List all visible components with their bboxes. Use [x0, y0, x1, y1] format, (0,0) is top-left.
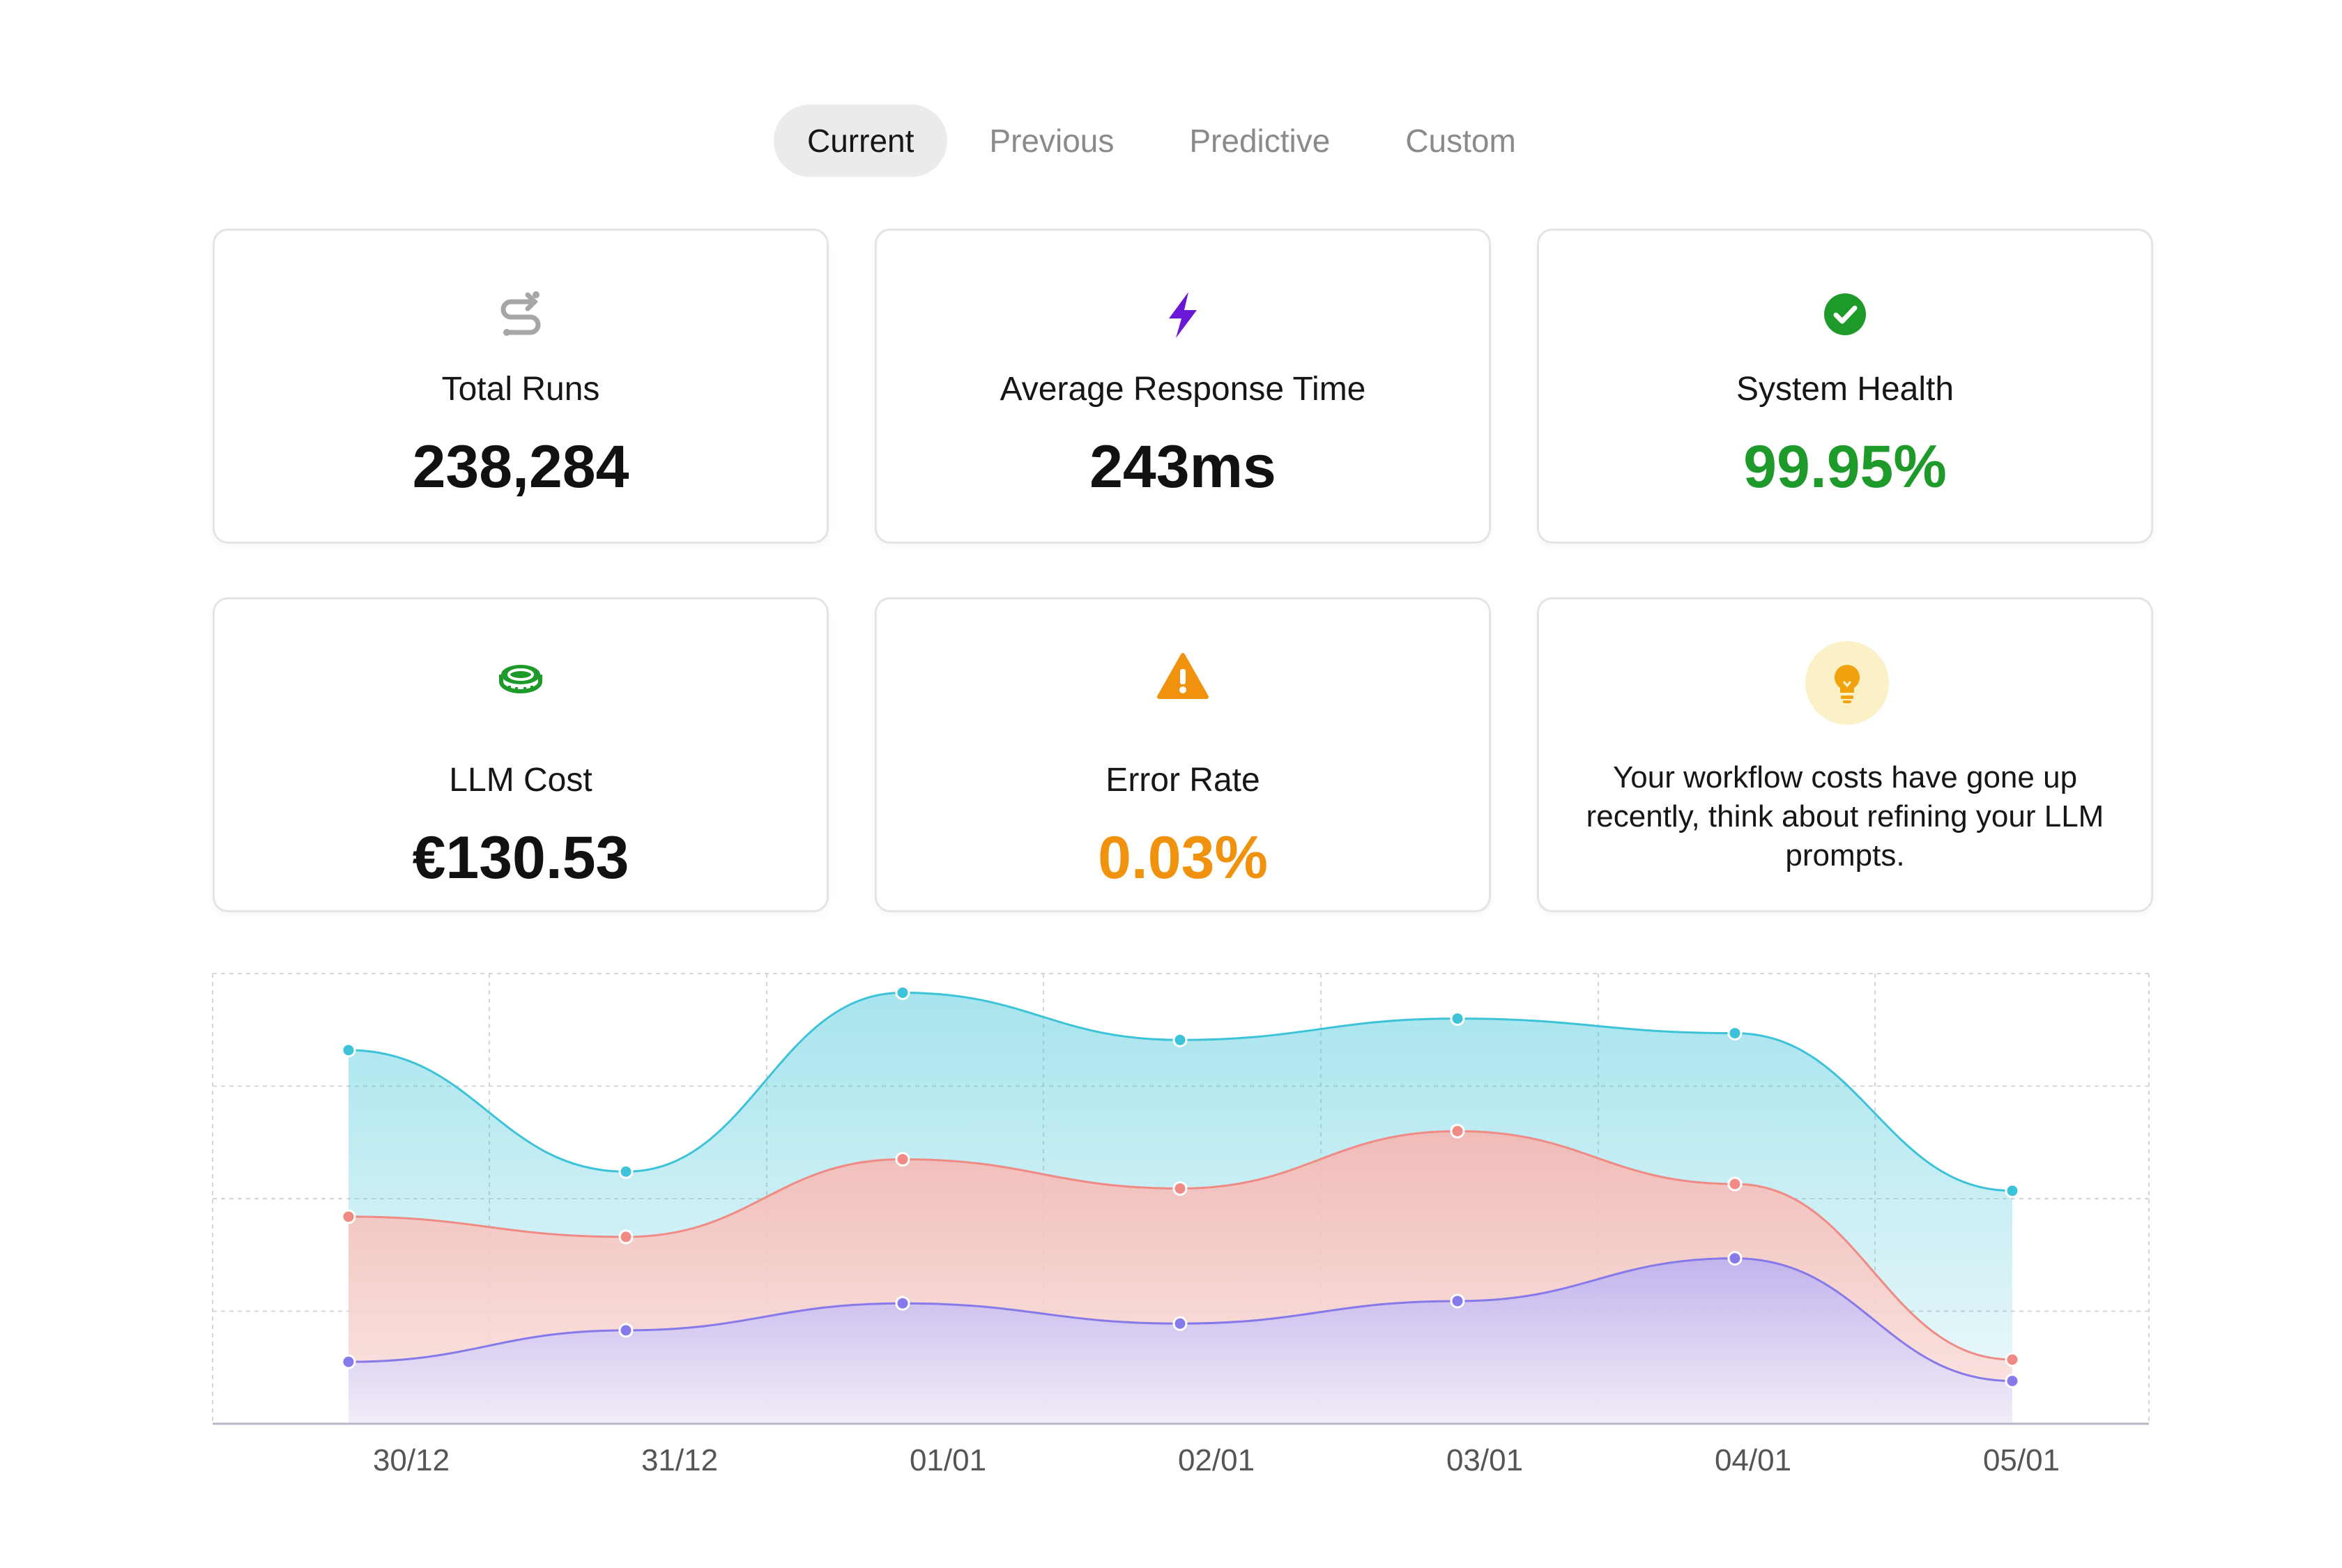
total-runs-value: 238,284: [412, 433, 629, 500]
repeat-icon: [215, 286, 827, 342]
error-rate-label: Error Rate: [1105, 762, 1260, 799]
tab-current[interactable]: Current: [774, 105, 948, 177]
avg-response-value: 243ms: [1089, 433, 1276, 500]
llm-cost-value: €130.53: [412, 824, 629, 891]
error-rate-card: Error Rate 0.03%: [875, 597, 1491, 912]
x-tick-label: 03/01: [1446, 1443, 1523, 1477]
tip-text: Your workflow costs have gone up recentl…: [1586, 760, 2104, 873]
system-health-card: System Health 99.95%: [1537, 229, 2153, 544]
llm-cost-card: LLM Cost €130.53: [213, 597, 829, 912]
series-red-point[interactable]: [2005, 1352, 2020, 1367]
avg-response-card: Average Response Time 243ms: [875, 229, 1491, 544]
series-cyan-point[interactable]: [895, 985, 910, 1000]
x-tick-label: 02/01: [1178, 1443, 1255, 1477]
avg-response-label: Average Response Time: [1000, 371, 1366, 408]
chart-points: [341, 985, 2020, 1389]
tab-custom[interactable]: Custom: [1405, 123, 1516, 159]
x-tick-label: 30/12: [373, 1443, 450, 1477]
check-circle-icon: [1539, 286, 2151, 342]
total-runs-card: Total Runs 238,284: [213, 229, 829, 544]
series-cyan-point[interactable]: [1450, 1011, 1465, 1027]
tab-previous[interactable]: Previous: [989, 123, 1115, 159]
lightning-icon: [877, 286, 1489, 342]
lightbulb-icon: [1805, 641, 1889, 725]
series-red-point[interactable]: [341, 1209, 356, 1224]
x-tick-label: 31/12: [641, 1443, 718, 1477]
warning-icon: [877, 650, 1489, 705]
series-cyan-point[interactable]: [1727, 1026, 1743, 1041]
series-red-point[interactable]: [1450, 1123, 1465, 1139]
series-purple-area: [349, 1258, 2012, 1424]
series-purple-point[interactable]: [1727, 1251, 1743, 1266]
series-purple-point[interactable]: [1172, 1316, 1188, 1331]
series-purple-point[interactable]: [2005, 1374, 2020, 1389]
x-tick-label: 04/01: [1715, 1443, 1791, 1477]
series-cyan-point[interactable]: [1172, 1032, 1188, 1047]
series-red-point[interactable]: [895, 1151, 910, 1167]
series-red-point[interactable]: [618, 1229, 634, 1245]
tip-card: Your workflow costs have gone up recentl…: [1537, 597, 2153, 912]
llm-cost-label: LLM Cost: [449, 762, 592, 799]
series-purple-point[interactable]: [618, 1323, 634, 1338]
coin-icon: [215, 651, 827, 707]
error-rate-value: 0.03%: [1098, 824, 1268, 891]
total-runs-label: Total Runs: [441, 371, 600, 408]
x-tick-label: 01/01: [910, 1443, 986, 1477]
series-red-point[interactable]: [1172, 1181, 1188, 1196]
period-tabs: Current Previous Predictive Custom: [774, 105, 1558, 177]
series-cyan-point[interactable]: [2005, 1183, 2020, 1199]
series-cyan-point[interactable]: [618, 1164, 634, 1179]
series-cyan-point[interactable]: [341, 1043, 356, 1058]
system-health-label: System Health: [1736, 371, 1954, 408]
x-axis-labels: 30/12 31/12 01/01 02/01 03/01 04/01 05/01: [373, 1443, 2060, 1477]
system-health-value: 99.95%: [1743, 433, 1947, 500]
tab-predictive[interactable]: Predictive: [1189, 123, 1331, 159]
series-purple-point[interactable]: [341, 1354, 356, 1369]
series-purple-point[interactable]: [1450, 1293, 1465, 1309]
chart-areas: [349, 992, 2012, 1424]
series-purple-point[interactable]: [895, 1296, 910, 1311]
x-tick-label: 05/01: [1983, 1443, 2060, 1477]
series-red-point[interactable]: [1727, 1176, 1743, 1192]
